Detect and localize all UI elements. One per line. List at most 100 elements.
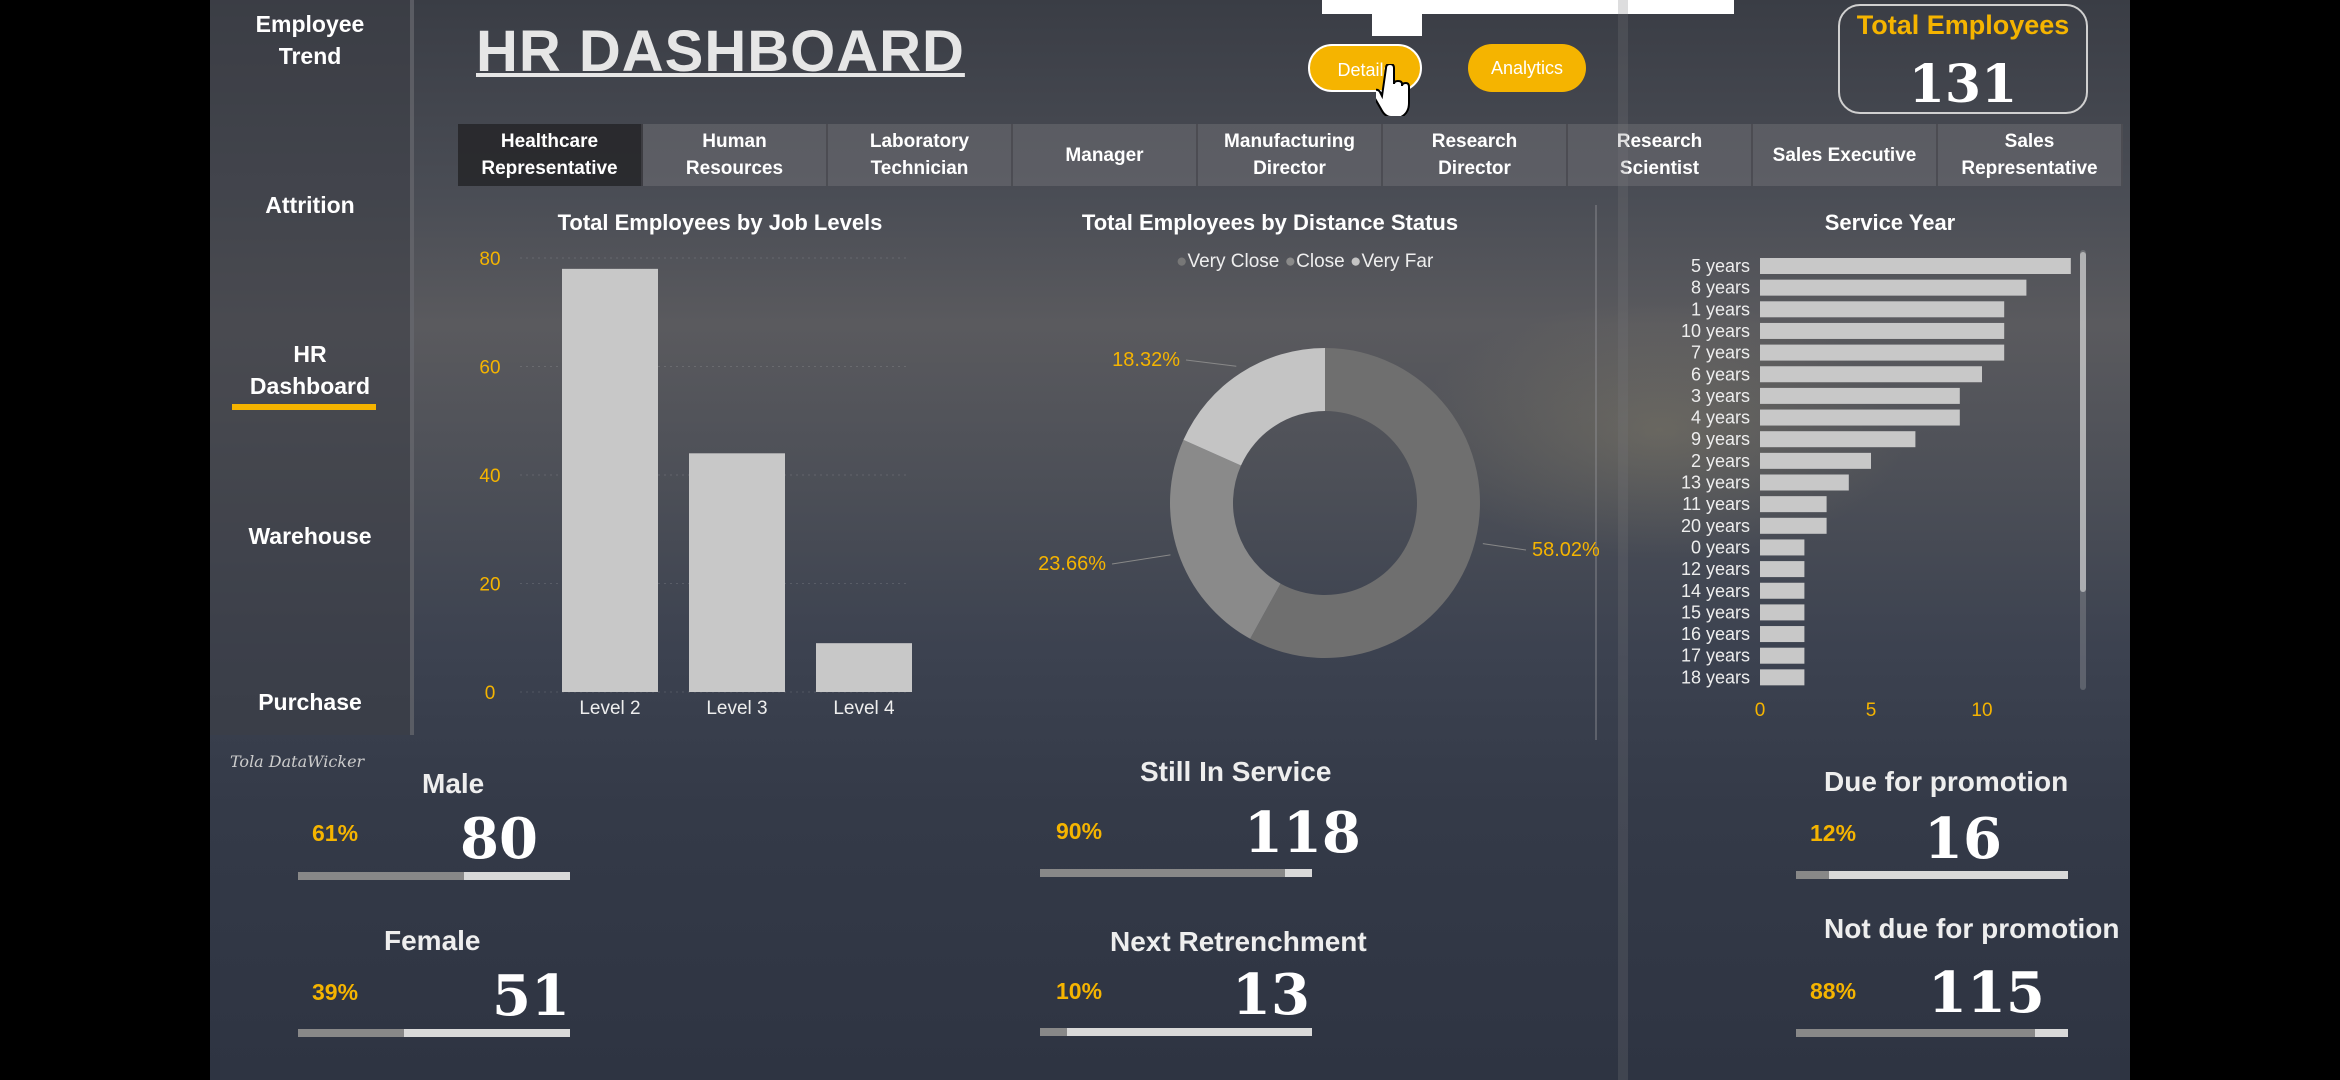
slice-value-label: 23.66% (1038, 553, 1106, 575)
sidebar-item-label: HR (293, 341, 327, 367)
sidebar-item-label: Warehouse (248, 523, 372, 549)
dashboard-canvas: Employee Trend Attrition HR Dashboard Wa… (210, 0, 2130, 1080)
legend-dot: ● (1284, 251, 1297, 272)
tab-label: Sales (2004, 131, 2055, 152)
tab-laboratory-technician[interactable]: Laboratory Technician (828, 124, 1013, 186)
y-category-label: 6 years (1691, 364, 1750, 384)
y-category-label: 1 years (1691, 299, 1750, 319)
distance-chart-title: Total Employees by Distance Status (1081, 210, 1459, 235)
sidebar-item-attrition[interactable]: Attrition (210, 189, 410, 221)
kpi-male-bar-fill (298, 872, 464, 880)
tab-sales-representative[interactable]: Sales Representative (1938, 124, 2123, 186)
x-tick-label: Level 2 (579, 698, 640, 719)
bar (1760, 409, 1960, 426)
y-category-label: 12 years (1681, 559, 1750, 579)
legend-dot: ● (1176, 251, 1188, 272)
tab-research-director[interactable]: Research Director (1383, 124, 1568, 186)
bar (1760, 517, 1827, 534)
tab-label: Director (1253, 158, 1326, 179)
bar (1760, 496, 1827, 513)
legend-dot: ● (1349, 251, 1362, 272)
y-tick-label: 80 (479, 249, 500, 270)
tab-human-resources[interactable]: Human Resources (643, 124, 828, 186)
bar (1760, 452, 1871, 469)
y-category-label: 3 years (1691, 386, 1750, 406)
kpi-notdue-label: Not due for promotion (1824, 913, 2120, 944)
sidebar-item-employee-trend[interactable]: Employee Trend (210, 8, 410, 72)
kpi-notdue-pct: 88% (1810, 978, 1857, 1004)
sidebar-item-purchase[interactable]: Purchase (210, 686, 410, 718)
sidebar-item-label: Trend (278, 43, 342, 69)
kpi-still-bar-fill (1040, 869, 1285, 877)
y-category-label: 17 years (1681, 646, 1750, 666)
kpi-male-label: Male (422, 768, 485, 799)
tab-healthcare-representative[interactable]: Healthcare Representative (458, 124, 643, 186)
hand-cursor-icon (1376, 64, 1410, 116)
kpi-retrench-pct: 10% (1056, 978, 1103, 1004)
kpi-female-value: 51 (492, 963, 570, 1029)
slice-value-label: 58.02% (1532, 539, 1600, 561)
bar (1760, 301, 2005, 318)
bar (1760, 669, 1805, 686)
sidebar-item-label: Dashboard (249, 373, 371, 399)
scrollbar-thumb (2080, 252, 2086, 592)
tab-label: Research (1431, 131, 1518, 152)
sidebar-item-label: Purchase (258, 689, 362, 715)
sidebar-item-label: Employee (255, 11, 365, 37)
bar (1760, 279, 2027, 296)
x-tick-label: 10 (1971, 700, 1992, 721)
tab-label: Manufacturing (1224, 131, 1355, 152)
kpi-notdue-bar (1796, 1029, 2068, 1037)
panel-divider (1595, 205, 1597, 740)
kpi-retrench-label: Next Retrenchment (1110, 926, 1367, 957)
job-levels-bar-chart: 0 20 40 60 80 Level 2 Level 3 Level 4 (479, 249, 912, 719)
tooltip-box (1322, 0, 1734, 14)
sidebar-item-hr-dashboard[interactable]: HR Dashboard (210, 338, 410, 402)
tab-label: Scientist (1619, 158, 1700, 179)
y-tick-label: 60 (479, 358, 500, 379)
kpi-female-bar (298, 1029, 570, 1037)
distance-donut-chart: 58.02% 23.66% 18.32% (1038, 348, 1600, 659)
total-employees-card: Total Employees 131 (1838, 4, 2088, 115)
bar (1760, 322, 2005, 339)
y-category-label: 18 years (1681, 667, 1750, 687)
bar (1760, 474, 1849, 491)
y-category-label: 0 years (1691, 537, 1750, 557)
sidebar: Employee Trend Attrition HR Dashboard Wa… (210, 0, 414, 735)
bar (1760, 626, 1805, 643)
tab-research-scientist[interactable]: Research Scientist (1568, 124, 1753, 186)
service-year-chart-title: Service Year (1824, 210, 1956, 235)
analytics-button[interactable]: Analytics (1468, 44, 1586, 92)
y-category-label: 8 years (1691, 278, 1750, 298)
x-tick-label: Level 4 (833, 698, 895, 719)
background-glow (1410, 300, 1910, 560)
legend-close: Close (1296, 251, 1345, 272)
x-tick-label: 0 (1755, 700, 1766, 721)
y-category-label: 10 years (1681, 321, 1750, 341)
bar (1760, 431, 1916, 448)
tab-manager[interactable]: Manager (1013, 124, 1198, 186)
tab-manufacturing-director[interactable]: Manufacturing Director (1198, 124, 1383, 186)
tab-sales-executive[interactable]: Sales Executive (1753, 124, 1938, 186)
y-category-label: 13 years (1681, 473, 1750, 493)
bar (1760, 604, 1805, 621)
kpi-due-bar-fill (1796, 871, 1829, 879)
tab-label: Manager (1065, 144, 1144, 166)
page-title: HR DASHBOARD (476, 19, 965, 84)
y-category-label: 9 years (1691, 429, 1750, 449)
bar (1760, 539, 1805, 556)
tab-label: Director (1438, 158, 1511, 179)
kpi-still-label: Still In Service (1140, 756, 1332, 787)
y-category-label: 5 years (1691, 256, 1750, 276)
sidebar-item-warehouse[interactable]: Warehouse (210, 520, 410, 552)
kpi-retrench-bar-fill (1040, 1028, 1068, 1036)
y-category-label: 20 years (1681, 516, 1750, 536)
tab-label: Technician (870, 158, 969, 179)
kpi-still-bar (1040, 869, 1312, 877)
tab-label: Research (1616, 131, 1703, 152)
tab-label: Laboratory (869, 131, 970, 152)
donut-slice (1183, 348, 1325, 466)
bar (1760, 561, 1805, 578)
distance-legend: ●Very Close ●Close ●Very Far (1176, 251, 1433, 273)
kpi-male-pct: 61% (312, 820, 359, 846)
